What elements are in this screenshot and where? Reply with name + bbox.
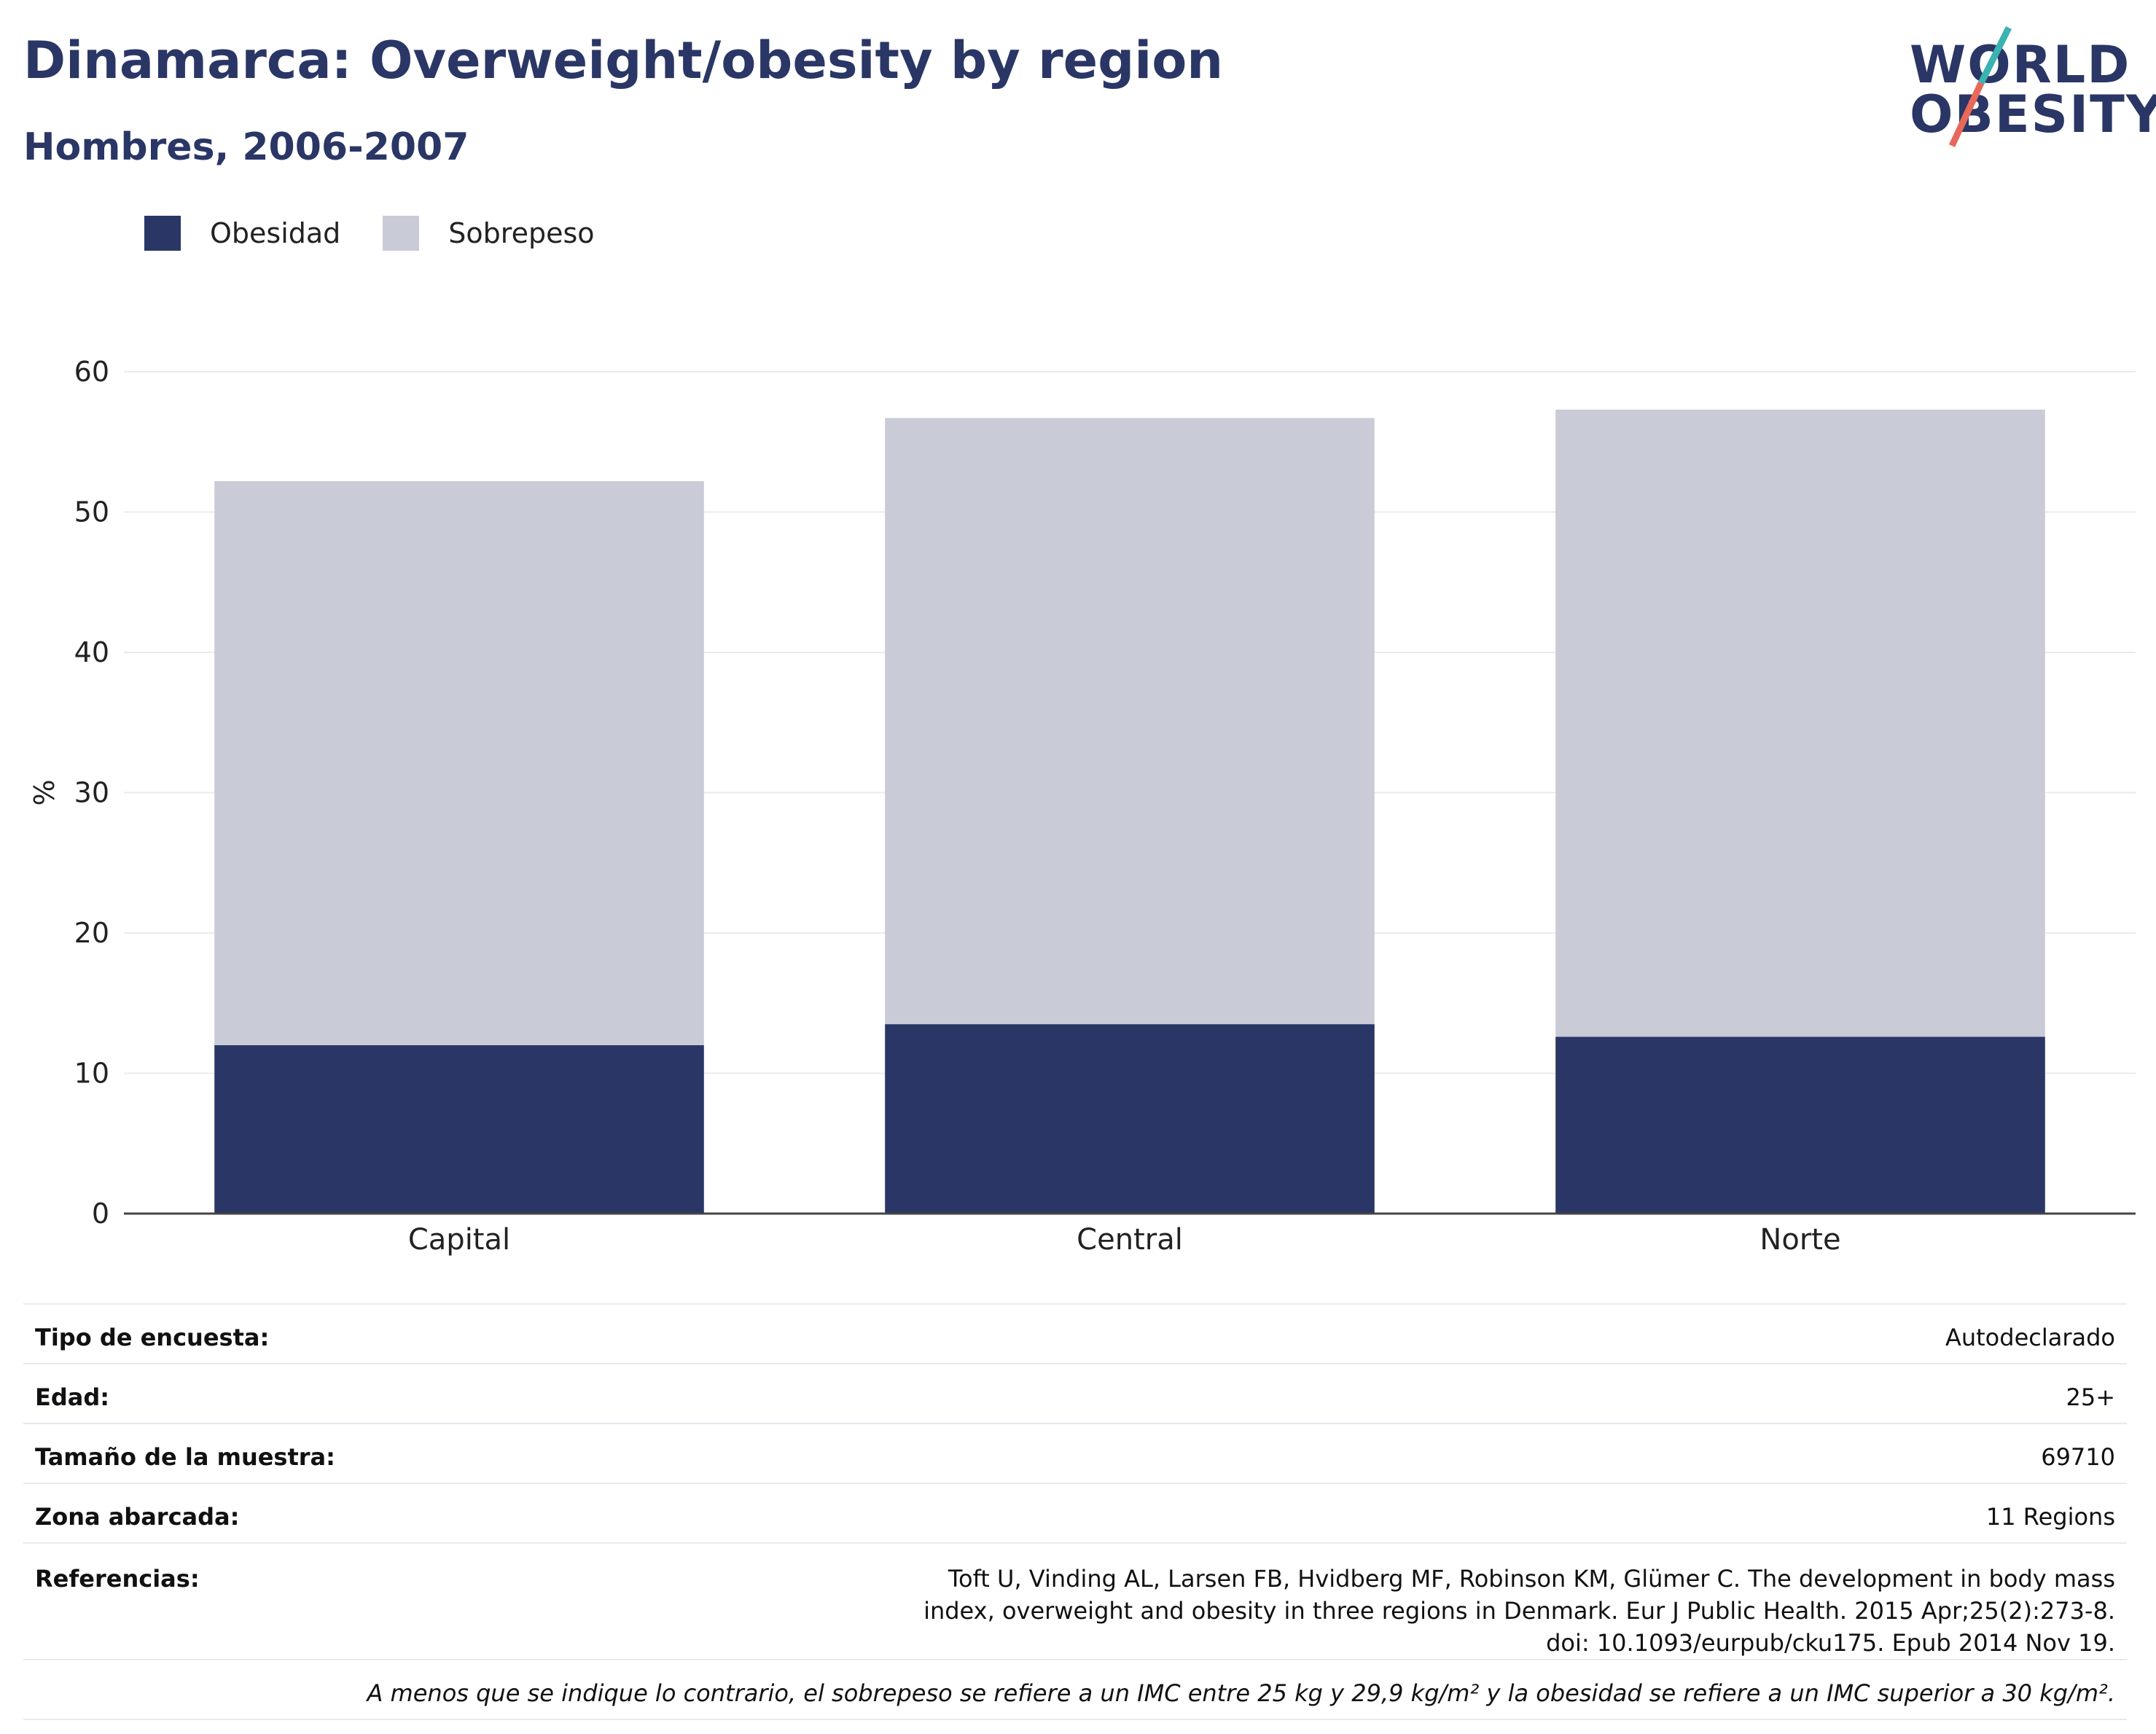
legend-item-obesidad[interactable]: Obesidad bbox=[144, 216, 340, 251]
survey-info-table: Tipo de encuesta: Autodeclarado Edad: 25… bbox=[23, 1303, 2127, 1720]
bar-sobrepeso-norte bbox=[1555, 409, 2045, 1037]
y-tick-label: 40 bbox=[74, 636, 109, 668]
world-obesity-logo: WORLD OBESITY bbox=[1895, 22, 2156, 160]
legend-item-sobrepeso[interactable]: Sobrepeso bbox=[383, 216, 595, 251]
info-value: 11 Regions bbox=[346, 1483, 2127, 1543]
y-tick-label: 10 bbox=[74, 1058, 109, 1090]
definition-note: A menos que se indique lo contrario, el … bbox=[23, 1659, 2127, 1720]
y-tick-label: 20 bbox=[74, 917, 109, 949]
logo-slash-icon bbox=[1948, 26, 2012, 147]
info-row-survey-type: Tipo de encuesta: Autodeclarado bbox=[23, 1303, 2127, 1364]
chart-subtitle: Hombres, 2006-2007 bbox=[23, 125, 469, 169]
info-row-age: Edad: 25+ bbox=[23, 1363, 2127, 1423]
x-tick-label: Norte bbox=[1759, 1223, 1840, 1257]
info-value: 69710 bbox=[346, 1423, 2127, 1483]
info-key: Edad: bbox=[23, 1363, 347, 1423]
info-value: Autodeclarado bbox=[346, 1303, 2127, 1364]
info-key: Tipo de encuesta: bbox=[23, 1303, 347, 1364]
info-row-sample-size: Tamaño de la muestra: 69710 bbox=[23, 1423, 2127, 1483]
bar-sobrepeso-capital bbox=[214, 481, 704, 1045]
x-tick-label: Capital bbox=[408, 1223, 510, 1257]
legend-swatch-obesidad bbox=[144, 216, 181, 251]
logo-text-obesity: OBESITY bbox=[1910, 85, 2156, 144]
info-row-references: Referencias: Toft U, Vinding AL, Larsen … bbox=[23, 1542, 2127, 1660]
chart-title: Dinamarca: Overweight/obesity by region bbox=[23, 31, 1224, 90]
y-tick-label: 0 bbox=[92, 1198, 109, 1230]
x-tick-label: Central bbox=[1077, 1223, 1183, 1257]
y-tick-label: 50 bbox=[74, 496, 109, 528]
info-value: 25+ bbox=[346, 1363, 2127, 1423]
bar-chart: 0 10 20 30 40 50 60% Capital Central Norte bbox=[28, 356, 2136, 1257]
legend-label-obesidad: Obesidad bbox=[210, 217, 341, 249]
legend-label-sobrepeso: Sobrepeso bbox=[448, 217, 595, 249]
y-axis-label: % bbox=[28, 779, 60, 805]
info-row-area: Zona abarcada: 11 Regions bbox=[23, 1483, 2127, 1543]
logo-text-world: WORLD bbox=[1910, 35, 2131, 95]
info-row-note: A menos que se indique lo contrario, el … bbox=[23, 1659, 2127, 1720]
bar-obesidad-capital bbox=[214, 1045, 704, 1214]
bar-sobrepeso-central bbox=[885, 418, 1375, 1025]
bar-obesidad-norte bbox=[1555, 1036, 2045, 1214]
info-key: Tamaño de la muestra: bbox=[23, 1423, 347, 1483]
references-text: Toft U, Vinding AL, Larsen FB, Hvidberg … bbox=[346, 1542, 2127, 1660]
y-tick-label: 30 bbox=[74, 777, 109, 809]
info-key: Referencias: bbox=[23, 1542, 347, 1660]
chart-legend: Obesidad Sobrepeso bbox=[144, 216, 637, 251]
legend-swatch-sobrepeso bbox=[383, 216, 420, 251]
bar-obesidad-central bbox=[885, 1024, 1375, 1214]
info-key: Zona abarcada: bbox=[23, 1483, 347, 1543]
y-tick-label: 60 bbox=[74, 356, 109, 388]
